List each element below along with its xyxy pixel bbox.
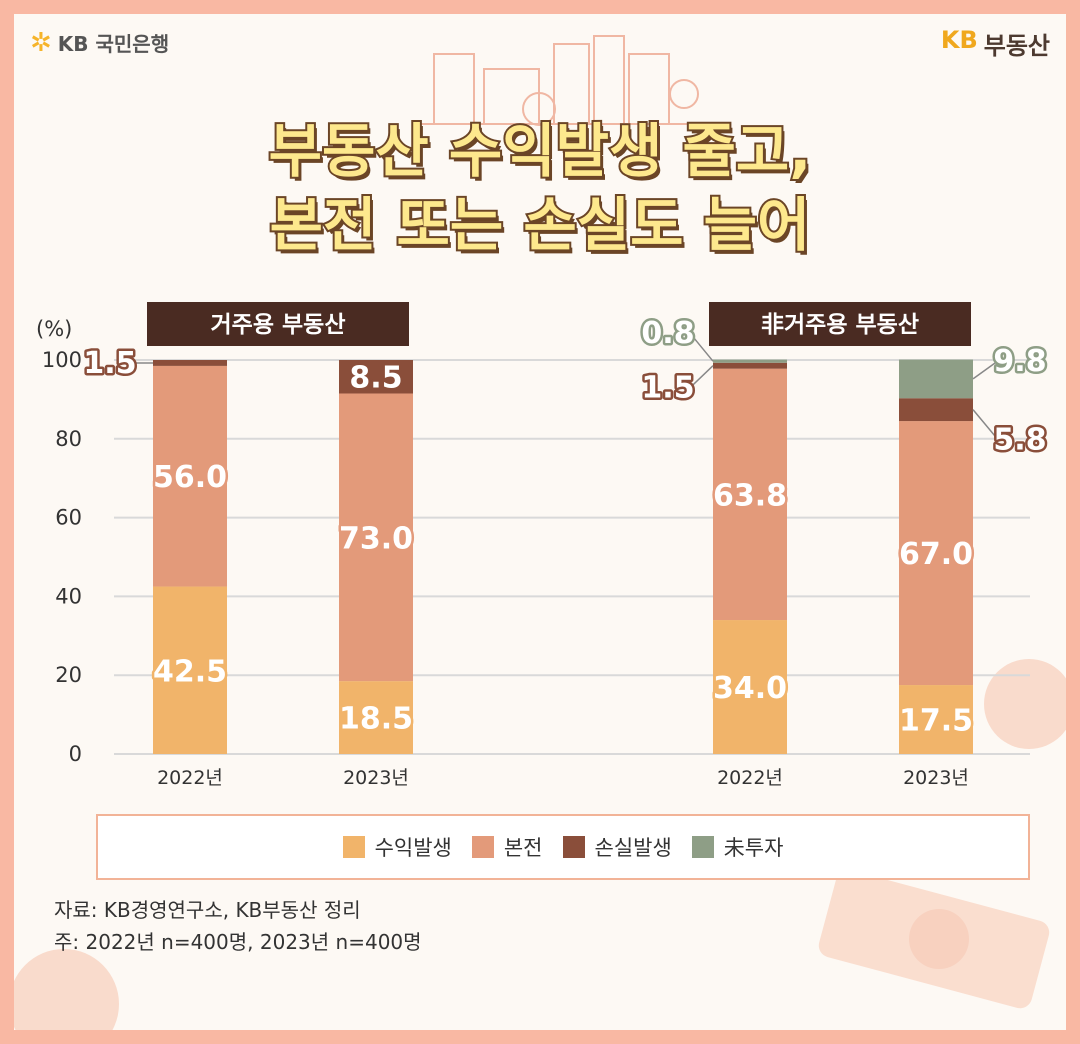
data-label: 63.8 [713, 478, 787, 513]
y-tick-label: 60 [55, 506, 82, 530]
kb-mark: KB [940, 26, 978, 54]
bar-segment [153, 586, 227, 754]
legend-label: 본전 [503, 836, 543, 860]
legend-swatch [562, 836, 585, 858]
data-label: 34.0 [713, 671, 787, 706]
bar-segment [899, 398, 973, 422]
group-header-label: 거주용 부동산 [211, 312, 346, 338]
bar-segment [899, 421, 973, 686]
data-label: 56.0 [153, 460, 227, 495]
group-header-label: 非거주용 부동산 [761, 312, 919, 338]
bar-segment [713, 620, 787, 754]
legend-swatch [342, 836, 365, 858]
data-label: 0.8 [641, 316, 694, 351]
data-label: 5.8 [993, 423, 1046, 458]
x-tick-label: 2023년 [343, 767, 409, 789]
label-leader-line [689, 332, 714, 362]
footnote: 주: 2022년 n=400명, 2023년 n=400명 [54, 930, 422, 954]
bar-segment [153, 360, 227, 366]
kb-realestate-name: 부동산 [983, 32, 1050, 60]
y-tick-label: 0 [69, 742, 82, 766]
bar-segment [899, 685, 973, 754]
legend-item: 손실발생 [562, 832, 672, 862]
legend-label: 未투자 [723, 836, 784, 860]
data-label: 8.5 [349, 361, 402, 396]
group-header-bg [709, 302, 971, 346]
kb-star-icon: ✲ [30, 27, 52, 58]
data-label: 1.5 [641, 371, 694, 406]
x-tick-label: 2022년 [717, 767, 783, 789]
bar-segment [713, 368, 787, 621]
title-line-1: 부동산 수익발생 줄고, [267, 115, 814, 187]
y-tick-label: 80 [55, 427, 82, 451]
data-label: 17.5 [899, 704, 973, 739]
y-tick-label: 40 [55, 584, 82, 608]
data-label: 1.5 [83, 346, 136, 381]
source-note: 자료: KB경영연구소, KB부동산 정리 [54, 898, 361, 922]
bar-segment [339, 393, 413, 682]
x-tick-label: 2022년 [157, 767, 223, 789]
bar-segment [713, 362, 787, 369]
infographic-page: ✲ KB 국민은행 KB 부동산 부동산 수익발생 줄고, 본전 또는 손실도 … [14, 14, 1066, 1030]
y-axis-unit: (%) [36, 317, 72, 341]
legend-item: 본전 [471, 832, 543, 862]
kb-bank-logo: ✲ KB 국민은행 [30, 28, 169, 57]
decoration-layer [14, 35, 1066, 1030]
data-label: 42.5 [153, 654, 227, 689]
legend-swatch [471, 836, 494, 858]
bar-segment [339, 681, 413, 754]
legend-item: 수익발생 [342, 832, 452, 862]
kb-realestate-logo: KB 부동산 [941, 26, 1050, 61]
page-title: 부동산 수익발생 줄고, 본전 또는 손실도 늘어 [14, 114, 1066, 262]
legend-item: 未투자 [691, 832, 784, 862]
label-leader-line [689, 365, 714, 389]
kb-bank-name: KB 국민은행 [57, 32, 170, 56]
group-header-bg [147, 302, 409, 346]
chart-legend: 수익발생 본전 손실발생 未투자 [96, 814, 1030, 880]
legend-label: 수익발생 [374, 836, 452, 860]
x-tick-label: 2023년 [903, 767, 969, 789]
city-skyline-illustration [414, 35, 714, 126]
bar-segment [899, 359, 973, 399]
legend-swatch [691, 836, 714, 858]
label-leader-line [972, 409, 999, 441]
notes: 자료: KB경영연구소, KB부동산 정리 주: 2022년 n=400명, 2… [54, 894, 422, 958]
data-label: 9.8 [993, 344, 1046, 379]
y-tick-label: 100 [42, 348, 82, 372]
label-leader-line [972, 360, 999, 380]
data-label: 67.0 [899, 537, 973, 572]
bar-segment [153, 365, 227, 587]
bar-segment [339, 360, 413, 394]
title-line-2: 본전 또는 손실도 늘어 [268, 189, 813, 261]
stacked-bar-chart: 0 20 40 60 80 100 (%) 거주용 부동산 42.5 56.0 1.5 2022년 18… [36, 302, 1049, 789]
legend-label: 손실발생 [594, 836, 672, 860]
data-label: 18.5 [339, 702, 413, 737]
y-tick-label: 20 [55, 663, 82, 687]
data-label: 73.0 [339, 521, 413, 556]
coin-decoration-icon [14, 659, 1066, 1030]
bar-segment [713, 359, 787, 363]
